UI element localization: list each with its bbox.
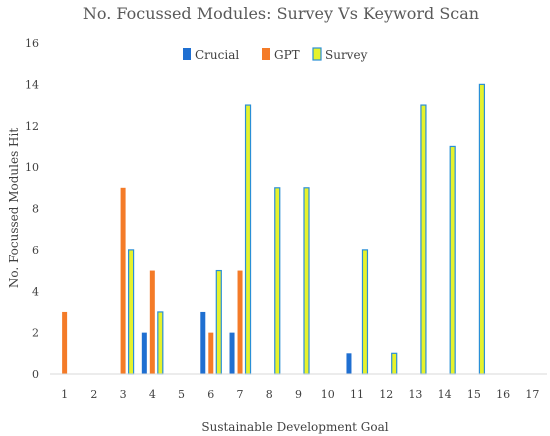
x-tick-label: 1 [61,388,68,401]
legend-label-survey: Survey [325,48,368,62]
x-tick-label: 17 [525,388,539,401]
x-tick-label: 15 [467,388,481,401]
bar-gpt-6 [208,332,214,375]
x-tick-label: 2 [90,388,97,401]
legend-label-crucial: Crucial [195,48,239,62]
y-tick-label: 14 [25,78,39,91]
x-tick-label: 12 [379,388,393,401]
x-tick-label: 14 [438,388,452,401]
chart-title: No. Focussed Modules: Survey Vs Keyword … [83,4,479,23]
bar-survey-15 [478,83,486,375]
y-axis-label: No. Focussed Modules Hit [7,128,21,289]
legend-swatch-gpt [262,48,270,60]
bar-survey-8 [274,187,281,375]
y-tick-label: 2 [32,327,39,340]
y-tick-label: 8 [32,203,39,216]
bar-crucial-6 [200,311,206,374]
bar-gpt-7 [237,270,243,374]
y-tick-label: 6 [32,244,39,257]
legend-label-gpt: GPT [274,48,300,62]
x-tick-label: 11 [350,388,364,401]
x-tick-label: 9 [295,388,302,401]
x-axis-label: Sustainable Development Goal [201,420,388,434]
x-tick-label: 6 [207,388,214,401]
bar-survey-6 [215,269,222,375]
x-tick-label: 4 [149,388,156,401]
bar-survey-12 [391,352,398,375]
bar-gpt-4 [149,270,155,374]
legend: Crucial GPT Survey [183,47,368,62]
bar-gpt-1 [62,311,68,374]
y-tick-label: 16 [25,37,39,50]
y-tick-label: 10 [25,161,39,174]
y-tick-label: 4 [32,285,39,298]
bar-crucial-4 [141,332,147,375]
x-axis-ticks: 1 2 3 4 5 6 7 8 9 10 11 12 13 14 15 16 17 [61,388,539,401]
bar-crucial-11 [346,353,352,374]
legend-swatch-survey [312,47,322,61]
bar-survey-14 [449,145,456,375]
bar-gpt-3 [120,187,126,374]
bar-survey-7 [244,104,252,375]
bars [62,83,486,375]
x-tick-label: 16 [496,388,510,401]
bar-survey-4 [157,311,164,375]
x-tick-label: 3 [120,388,127,401]
legend-swatch-crucial [183,48,191,60]
x-tick-label: 7 [237,388,244,401]
x-tick-label: 10 [321,388,335,401]
x-tick-label: 13 [408,388,422,401]
bar-survey-9 [303,187,310,375]
bar-crucial-7 [229,332,235,375]
bar-survey-3 [127,249,135,375]
y-tick-label: 12 [25,120,39,133]
bar-survey-13 [420,104,427,375]
x-tick-label: 8 [266,388,273,401]
y-tick-label: 0 [32,368,39,381]
x-tick-label: 5 [178,388,185,401]
bar-survey-11 [361,249,369,375]
y-axis-ticks: 0 2 4 6 8 10 12 14 16 [25,37,39,381]
